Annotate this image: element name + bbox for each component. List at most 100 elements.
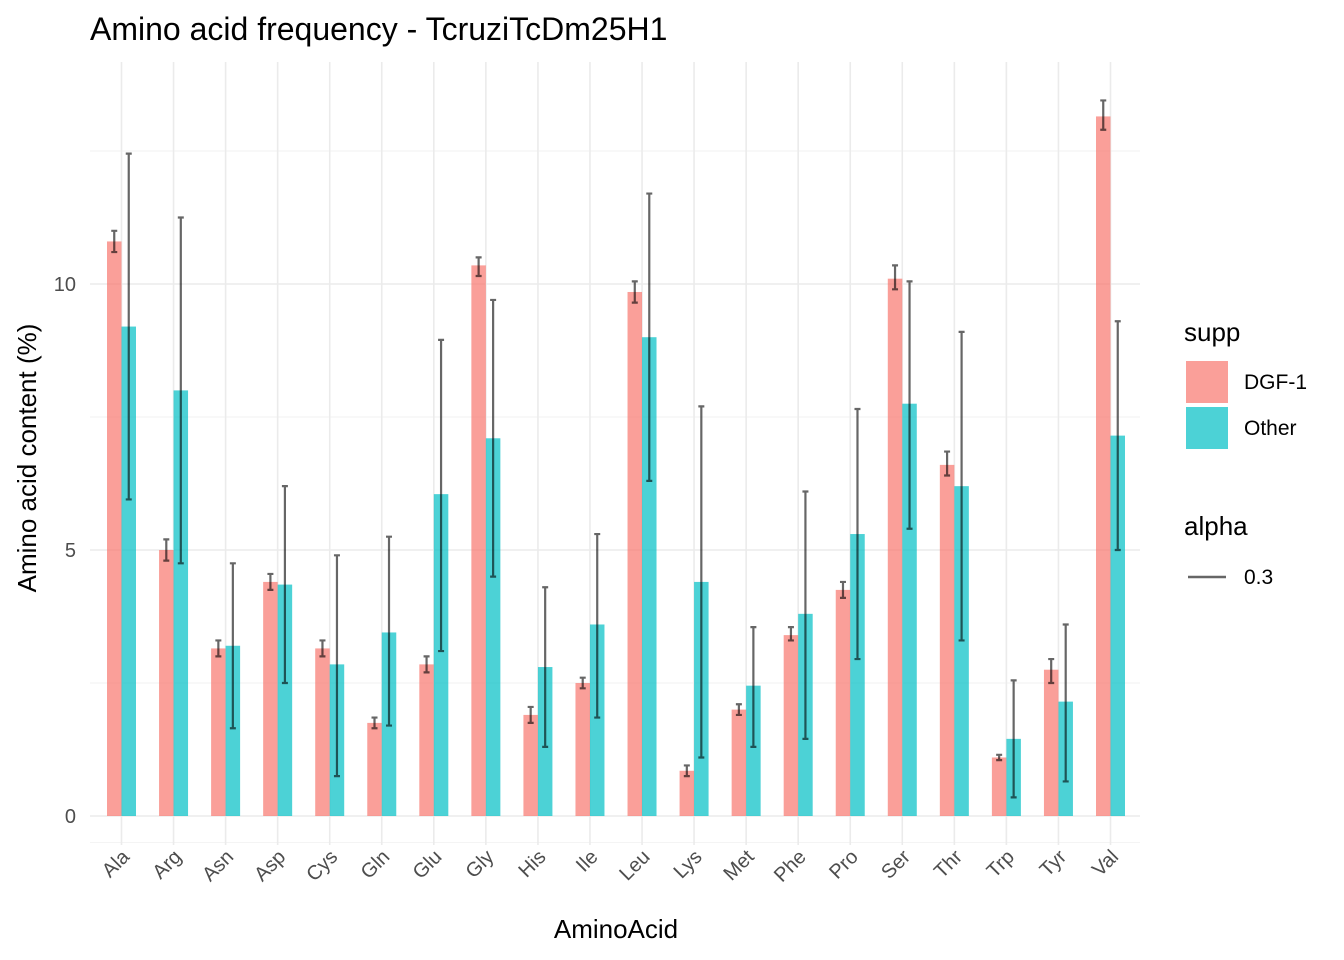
errorbar-dgf1-ile — [579, 676, 586, 690]
bar-dgf1-trp — [991, 757, 1007, 816]
errorbar-dgf1-thr — [944, 450, 951, 477]
y-tick-label: 0 — [65, 806, 76, 828]
errorbar-dgf1-gly — [475, 256, 482, 278]
bar-other-arg — [173, 390, 189, 816]
bar-dgf1-ser — [887, 278, 903, 816]
errorbar-dgf1-glu — [423, 655, 430, 674]
bar-dgf1-ile — [575, 683, 590, 816]
bar-dgf1-thr — [939, 464, 955, 816]
bar-dgf1-asp — [263, 581, 278, 816]
legend-label-alpha: 0.3 — [1244, 566, 1273, 589]
bar-other-ala — [121, 326, 136, 816]
x-tick-label: His — [514, 846, 550, 882]
errorbar-dgf1-met — [735, 703, 742, 717]
errorbar-other-pro — [854, 407, 861, 661]
bar-other-thr — [954, 486, 969, 816]
errorbar-other-gln — [386, 535, 393, 727]
legend-swatch-dgf1 — [1186, 361, 1228, 403]
bar-other-asn — [225, 645, 241, 816]
bar-dgf1-phe — [783, 635, 799, 816]
grid-lines — [90, 62, 1140, 845]
y-tick-label: 5 — [65, 540, 76, 562]
x-tick-label: Gly — [462, 846, 499, 883]
errorbar-other-tyr — [1062, 623, 1069, 783]
x-tick-label: Pro — [825, 846, 863, 884]
x-tick-label: Trp — [983, 846, 1019, 882]
errorbar-dgf1-arg — [163, 538, 170, 562]
x-tick-label: Val — [1088, 846, 1123, 881]
legend-fill-title: supp — [1184, 317, 1240, 347]
legend: supp DGF-1 Other alpha 0.3 — [1184, 317, 1307, 589]
bar-other-val — [1110, 435, 1125, 816]
bar-dgf1-tyr — [1043, 669, 1059, 816]
bar-dgf1-leu — [627, 291, 643, 817]
x-tick-label: Met — [720, 846, 759, 885]
y-axis-title: Amino acid content (%) — [12, 324, 42, 593]
errorbar-dgf1-his — [527, 705, 534, 724]
errorbar-dgf1-cys — [319, 639, 326, 658]
bar-dgf1-asn — [211, 648, 226, 816]
x-tick-label: Thr — [930, 846, 967, 883]
bar-dgf1-pro — [835, 589, 851, 816]
bar-other-ser — [902, 403, 917, 816]
bar-other-gly — [485, 438, 501, 816]
y-tick-labels: 0 5 10 — [54, 274, 76, 828]
errorbar-other-ser — [906, 280, 913, 530]
x-tick-label: Arg — [149, 846, 187, 884]
bar-other-leu — [642, 337, 657, 816]
errorbar-dgf1-lys — [683, 764, 690, 778]
errorbar-other-lys — [698, 405, 705, 759]
bar-dgf1-gly — [471, 265, 486, 816]
x-tick-label: Tyr — [1036, 846, 1071, 881]
bars — [107, 116, 1125, 817]
bar-dgf1-met — [731, 709, 747, 816]
bar-other-ile — [589, 624, 605, 816]
bar-dgf1-gln — [367, 722, 382, 816]
x-tick-label: Ile — [572, 846, 602, 876]
errorbar-other-trp — [1010, 679, 1017, 799]
errorbar-other-thr — [958, 330, 965, 642]
legend-label-other: Other — [1244, 417, 1297, 440]
x-tick-label: Phe — [770, 846, 811, 887]
bar-dgf1-his — [523, 714, 538, 816]
bar-dgf1-cys — [315, 648, 330, 816]
bar-other-asp — [277, 584, 293, 816]
errorbar-dgf1-leu — [631, 280, 638, 304]
x-tick-label: Ala — [98, 845, 135, 882]
errorbar-other-asn — [229, 562, 236, 730]
errorbar-other-met — [750, 626, 757, 748]
legend-label-dgf1: DGF-1 — [1244, 371, 1307, 394]
y-tick-label: 10 — [54, 274, 76, 296]
x-tick-labels: Ala Arg Asn Asp Cys Gln Glu Gly His Ile Leu Lys Met P… — [98, 845, 1123, 886]
errorbar-dgf1-tyr — [1048, 657, 1055, 685]
x-tick-label: Asn — [198, 846, 238, 886]
errorbar-dgf1-pro — [839, 580, 846, 599]
errorbar-dgf1-asn — [215, 639, 222, 658]
bar-dgf1-val — [1096, 116, 1111, 817]
errorbar-other-gly — [490, 298, 497, 578]
errorbar-dgf1-ser — [892, 264, 899, 291]
errorbar-dgf1-asp — [267, 572, 274, 591]
x-axis-title: AminoAcid — [554, 914, 678, 944]
errorbar-dgf1-trp — [996, 753, 1003, 762]
errorbar-dgf1-phe — [787, 626, 794, 642]
x-tick-label: Asp — [250, 846, 290, 886]
bar-dgf1-arg — [159, 550, 174, 816]
x-tick-label: Glu — [409, 846, 447, 884]
chart-title: Amino acid frequency - TcruziTcDm25H1 — [90, 11, 667, 47]
errorbar-other-ile — [594, 532, 601, 719]
errorbar-dgf1-gln — [371, 716, 378, 730]
legend-alpha-title: alpha — [1184, 511, 1248, 541]
x-tick-label: Ser — [877, 846, 915, 884]
bar-dgf1-ala — [107, 241, 122, 816]
errorbar-other-arg — [177, 216, 184, 565]
x-tick-label: Lys — [670, 846, 707, 883]
bar-other-met — [746, 685, 761, 816]
errorbar-other-cys — [333, 554, 340, 778]
x-tick-label: Gln — [357, 846, 395, 884]
errorbar-other-val — [1114, 320, 1121, 552]
bar-other-pro — [850, 534, 865, 816]
errorbar-dgf1-val — [1100, 99, 1107, 131]
errorbar-dgf1-ala — [111, 229, 118, 254]
errorbar-other-phe — [802, 490, 809, 740]
